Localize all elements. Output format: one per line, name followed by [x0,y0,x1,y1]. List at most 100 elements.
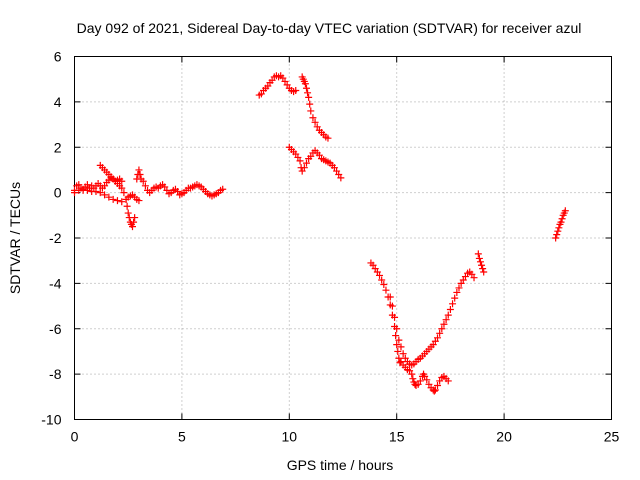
data-point [434,381,442,389]
data-point [123,202,131,210]
data-point [431,386,439,394]
data-point [124,209,132,217]
data-point [449,300,457,308]
data-point [451,294,459,302]
data-point [83,186,91,194]
data-point [96,189,104,197]
data-point [392,332,400,340]
y-tick-label: 6 [54,49,62,65]
data-point [393,341,401,349]
series-arc-4 [474,250,488,276]
data-point [453,288,461,296]
data-point [557,218,565,226]
data-point [300,164,308,172]
data-point [470,274,478,282]
plot-frame [74,56,612,420]
y-tick-label: 0 [54,185,62,201]
series-arc-2b [298,73,332,142]
x-tick-label: 0 [71,429,79,445]
data-point [479,265,487,273]
data-point [324,134,332,142]
data-point [386,293,394,301]
data-point [480,268,488,276]
data-point [476,258,484,266]
chart-title: Day 092 of 2021, Sidereal Day-to-day VTE… [77,20,582,36]
x-axis-label: GPS time / hours [287,457,394,473]
data-point [118,198,126,206]
data-point [136,170,144,178]
data-point [434,334,442,342]
data-point [409,375,417,383]
data-point [553,231,561,239]
data-point [92,187,100,195]
data-point [118,177,126,185]
series-arc-1c [96,161,139,231]
data-point [109,195,117,203]
data-point [131,214,139,222]
x-tick-label: 10 [282,429,298,445]
data-point [79,185,87,193]
data-point [444,311,452,319]
y-tick-label: -8 [49,366,62,382]
data-point [380,281,388,289]
data-point [378,276,386,284]
data-point [436,329,444,337]
data-point [101,191,109,199]
x-tick-label: 20 [496,429,512,445]
data-point [113,197,121,205]
grid-lines [74,56,612,420]
tick-labels: 0 5 10 15 20 25 -10 -8 -6 -4 -2 0 2 4 6 [41,49,619,445]
data-point [388,302,396,310]
data-point [139,177,147,185]
series-arc-3b [386,268,478,369]
data-point [440,320,448,328]
data-point [416,377,424,385]
data-point [475,254,483,262]
y-tick-label: -10 [41,412,61,428]
data-point [128,223,136,231]
data-point [309,114,317,122]
data-point [446,305,454,313]
data-point [141,182,149,190]
data-point [399,350,407,358]
data-point [382,286,390,294]
data-point [391,313,399,321]
y-tick-label: -2 [49,230,62,246]
data-point [478,261,486,269]
data-point [219,185,227,193]
data-point [393,325,401,333]
data-point [302,159,310,167]
data-point [307,107,315,115]
series-arc-2c [285,143,345,182]
data-point [423,376,431,384]
data-point [296,157,304,165]
data-point [105,193,113,201]
data-markers [71,72,569,395]
data-point [130,218,138,226]
data-point [408,370,416,378]
data-point [118,184,126,192]
data-point [304,89,312,97]
data-point [71,189,78,197]
data-point [558,215,566,223]
x-tick-label: 15 [389,429,405,445]
data-point [120,189,128,197]
data-point [135,166,143,174]
data-point [474,250,482,258]
y-tick-label: 2 [54,139,62,155]
data-point [292,87,300,95]
data-point [301,80,309,88]
data-point [552,234,560,242]
data-point [430,387,438,395]
data-point [438,325,446,333]
data-point [306,100,314,108]
data-point [302,84,310,92]
data-point [311,118,319,126]
series-arc-2a [255,72,300,99]
y-axis-label: SDTVAR / TECUs [7,182,23,294]
data-point [397,343,405,351]
data-point [75,186,83,194]
data-point [337,174,345,182]
data-point [135,197,143,205]
